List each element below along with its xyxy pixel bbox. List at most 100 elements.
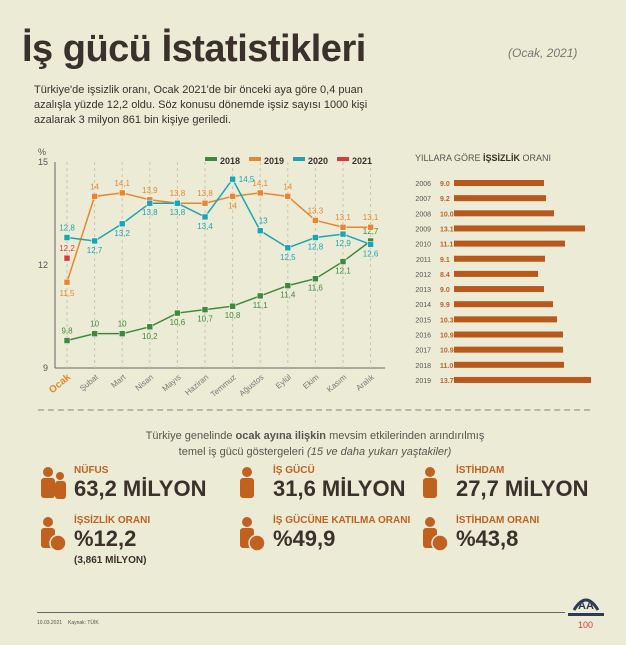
bar-2016: [454, 331, 563, 338]
bar-chart-title: YILLARA GÖRE İŞSİZLİK ORANI: [415, 153, 551, 163]
legend-swatch-2020: [293, 157, 305, 161]
legend-label-2021: 2021: [352, 156, 372, 166]
bar-value-label: 9.1: [440, 257, 450, 264]
data-point-2020: [339, 230, 347, 238]
bar-year-label: 2017: [415, 348, 431, 355]
data-label-2020: 13,8: [170, 208, 186, 217]
indicator-label: İSTİHDAM: [456, 465, 505, 476]
bar-value-label: 9.2: [440, 196, 450, 203]
data-label-2019: 14: [283, 182, 292, 191]
data-label-2018: 11,6: [308, 284, 324, 293]
indicator-value: 31,6 MİLYON: [273, 476, 406, 501]
employment-rate-icon: [423, 517, 449, 552]
divider: [38, 409, 590, 411]
data-label-2019: 11,5: [60, 289, 76, 298]
bar-year-label: 2006: [415, 181, 431, 188]
x-tick-label: Temmuz: [209, 373, 238, 399]
data-label-2018: 12,1: [335, 267, 351, 276]
data-point-2020: [367, 241, 374, 248]
indicator-label: İŞ GÜCÜNE KATILMA ORANI: [273, 515, 411, 526]
data-label-2020: 12,5: [280, 253, 296, 262]
bar-2013: [454, 286, 544, 293]
data-point-2021: [63, 254, 71, 262]
x-tick-label: Mayıs: [161, 373, 183, 394]
indicator-3: İŞSİZLİK ORANI %12,2 (3,861 MİLYON): [36, 515, 226, 571]
bar-title-pre: YILLARA GÖRE: [415, 153, 484, 163]
data-point-2020: [229, 175, 236, 183]
bar-title-post: ORANI: [520, 153, 552, 163]
legend-label-2020: 2020: [308, 156, 328, 166]
indicator-1: İŞ GÜCÜ 31,6 MİLYON: [235, 465, 425, 521]
bar-year-label: 2011: [416, 257, 431, 264]
intro-bold: ocak ayına ilişkin: [235, 430, 327, 442]
bar-year-label: 2016: [415, 333, 431, 340]
bar-year-label: 2015: [415, 317, 431, 324]
intro-post: mevsim etkilerinden arındırılmış: [326, 430, 485, 442]
data-label-2018: 10,7: [197, 315, 213, 324]
data-label-2018: 10: [90, 320, 99, 329]
indicator-value: %12,2: [74, 526, 137, 551]
data-point-2019: [63, 278, 71, 286]
intro-italic: (15 ve daha yukarı yaştakiler): [307, 446, 452, 458]
data-point-2020: [146, 199, 154, 207]
data-point-2019: [118, 189, 126, 197]
data-point-2018: [118, 330, 126, 337]
data-label-2019: 13,1: [335, 213, 351, 222]
footer-line: [37, 612, 565, 613]
data-label-2018: 10,2: [142, 332, 158, 341]
data-label-2018: 10,8: [225, 311, 241, 320]
bar-2017: [454, 346, 563, 353]
bar-value-label: 13.1: [440, 226, 454, 233]
data-label-2019: 13,8: [170, 189, 186, 198]
data-label-2020: 12,7: [87, 246, 103, 255]
labor-force-icon: [240, 467, 254, 498]
data-label-2019: 13,8: [197, 189, 213, 198]
data-point-2020: [256, 227, 264, 234]
data-point-2019: [367, 223, 374, 231]
data-label-2020: 13: [259, 217, 268, 226]
bar-value-label: 10.3: [440, 317, 454, 324]
data-label-2020: 12,9: [335, 239, 351, 248]
bar-value-label: 11.1: [440, 242, 453, 249]
x-tick-label: Aralık: [354, 372, 376, 393]
data-point-2019: [284, 193, 292, 200]
data-label-2019: 14,1: [252, 179, 268, 188]
bar-year-label: 2014: [415, 302, 431, 309]
bar-year-label: 2009: [415, 226, 431, 233]
legend-swatch-2019: [249, 157, 261, 161]
x-tick-label: Eylül: [274, 372, 293, 390]
bar-year-label: 2013: [415, 287, 431, 294]
bar-value-label: 9.0: [440, 181, 450, 188]
bar-2008: [454, 210, 554, 217]
x-tick-label: Ocak: [47, 372, 73, 396]
x-tick-label: Kasım: [325, 372, 348, 394]
bar-2010: [454, 240, 565, 247]
indicators-intro: Türkiye genelinde ocak ayına ilişkin mev…: [100, 428, 530, 460]
legend-swatch-2018: [205, 157, 217, 161]
indicator-2: İSTİHDAM 27,7 MİLYON: [418, 465, 608, 521]
y-tick-label: 9: [43, 363, 48, 373]
data-point-2019: [229, 193, 236, 200]
y-tick-label: 12: [38, 260, 48, 270]
data-point-2018: [256, 292, 264, 300]
bar-value-label: 11.0: [440, 363, 453, 370]
bar-2009: [454, 225, 585, 232]
data-point-2020: [118, 220, 126, 228]
data-point-2019: [339, 223, 347, 231]
indicator-4: İŞ GÜCÜNE KATILMA ORANI %49,9: [235, 515, 425, 571]
x-tick-label: Nisan: [134, 373, 155, 393]
data-point-2020: [63, 234, 71, 241]
bar-value-label: 10.0: [440, 211, 454, 218]
data-label-2020: 12,6: [363, 249, 379, 258]
data-label-2020: 13,2: [114, 229, 130, 238]
data-label-2019: 13,1: [363, 213, 379, 222]
data-label-2019: 13,9: [142, 186, 158, 195]
bar-value-label: 9.9: [440, 302, 450, 309]
intro-pre: Türkiye genelinde: [145, 430, 236, 442]
data-point-2018: [63, 337, 71, 344]
x-tick-label: Ağustos: [238, 373, 266, 398]
svg-text:AA: AA: [578, 600, 594, 612]
bar-2014: [454, 301, 553, 308]
data-label-2020: 12,8: [308, 243, 324, 252]
yearly-unemployment-bar-chart: 2006 9.0 2007 9.2 2008 10.0 2009 13.1 2010 11.1 20…: [415, 180, 591, 385]
